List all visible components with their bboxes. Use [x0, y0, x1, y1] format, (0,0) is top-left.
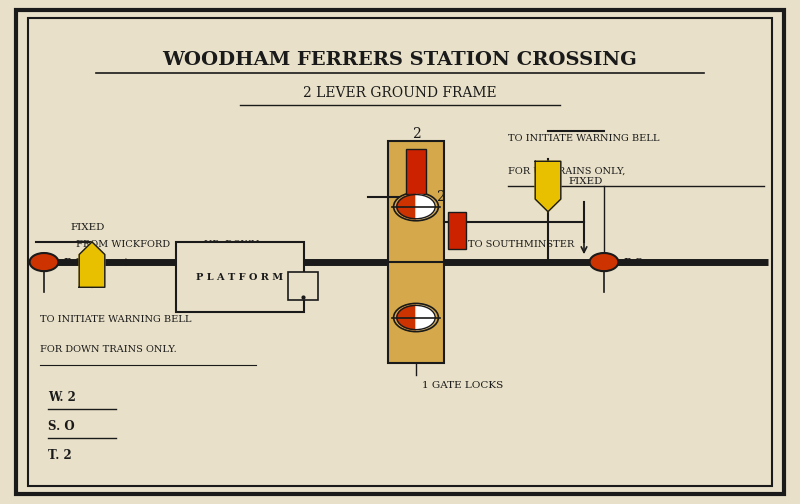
Text: T. 2: T. 2	[48, 449, 72, 462]
Bar	[388, 141, 444, 363]
Text: 2: 2	[412, 127, 420, 141]
Text: 2 LEVER GROUND FRAME: 2 LEVER GROUND FRAME	[303, 86, 497, 100]
Polygon shape	[535, 161, 561, 212]
Text: TO INITIATE WARNING BELL: TO INITIATE WARNING BELL	[508, 134, 659, 143]
Text: FIXED: FIXED	[71, 223, 105, 232]
Wedge shape	[397, 195, 416, 219]
Text: WOODHAM FERRERS STATION CROSSING: WOODHAM FERRERS STATION CROSSING	[162, 51, 638, 70]
Bar	[288, 272, 318, 300]
Text: FROM WICKFORD: FROM WICKFORD	[76, 240, 170, 249]
Text: FIXED: FIXED	[568, 177, 602, 186]
Bar	[176, 242, 304, 312]
Wedge shape	[397, 305, 416, 330]
Text: 2: 2	[436, 190, 445, 204]
Text: TO SOUTHMINSTER: TO SOUTHMINSTER	[468, 240, 574, 249]
Wedge shape	[416, 195, 435, 219]
Circle shape	[394, 193, 438, 221]
Wedge shape	[416, 305, 435, 330]
Circle shape	[394, 303, 438, 332]
Polygon shape	[79, 242, 105, 287]
Text: FOR DOWN TRAINS ONLY.: FOR DOWN TRAINS ONLY.	[40, 345, 177, 354]
Text: FOR UP TRAINS ONLY,: FOR UP TRAINS ONLY,	[508, 166, 626, 175]
Circle shape	[30, 253, 58, 271]
Text: 1 GATE LOCKS: 1 GATE LOCKS	[422, 381, 504, 390]
Text: TO INITIATE WARNING BELL: TO INITIATE WARNING BELL	[40, 315, 191, 324]
Text: P L A T F O R M: P L A T F O R M	[197, 273, 283, 282]
Text: W. 2: W. 2	[48, 391, 76, 404]
Bar	[448, 212, 466, 249]
Text: R.C.: R.C.	[624, 258, 646, 267]
Text: II: II	[299, 279, 307, 288]
Text: R.C.: R.C.	[64, 258, 86, 267]
Circle shape	[590, 253, 618, 271]
Text: S. O: S. O	[48, 420, 74, 433]
Text: UP  DOWN: UP DOWN	[204, 240, 259, 249]
Bar	[406, 149, 426, 194]
